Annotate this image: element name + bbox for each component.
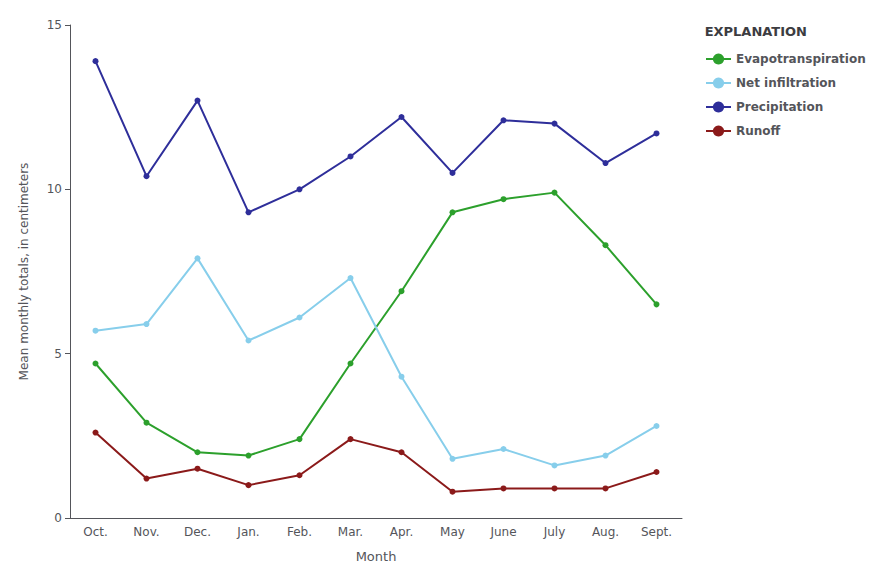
svg-text:Mean monthly totals, in centim: Mean monthly totals, in centimeters [17, 163, 31, 381]
svg-text:EXPLANATION: EXPLANATION [705, 24, 807, 39]
svg-text:Net infiltration: Net infiltration [736, 76, 836, 90]
svg-text:10: 10 [47, 182, 62, 196]
svg-text:15: 15 [47, 18, 62, 32]
svg-text:June: June [489, 525, 516, 539]
svg-text:Apr.: Apr. [390, 525, 413, 539]
svg-text:Nov.: Nov. [133, 525, 159, 539]
svg-text:Sept.: Sept. [641, 525, 672, 539]
svg-text:May: May [440, 525, 465, 539]
svg-text:Oct.: Oct. [83, 525, 108, 539]
svg-text:Runoff: Runoff [736, 124, 781, 138]
svg-text:Dec.: Dec. [184, 525, 211, 539]
svg-text:Evapotranspiration: Evapotranspiration [736, 52, 866, 66]
svg-text:Feb.: Feb. [287, 525, 312, 539]
svg-text:0: 0 [54, 511, 62, 525]
svg-text:Aug.: Aug. [592, 525, 619, 539]
svg-text:Jan.: Jan. [236, 525, 259, 539]
svg-text:5: 5 [54, 347, 62, 361]
svg-text:Mar.: Mar. [338, 525, 363, 539]
svg-text:Month: Month [356, 549, 397, 564]
svg-text:July: July [543, 525, 566, 539]
svg-text:Precipitation: Precipitation [736, 100, 823, 114]
